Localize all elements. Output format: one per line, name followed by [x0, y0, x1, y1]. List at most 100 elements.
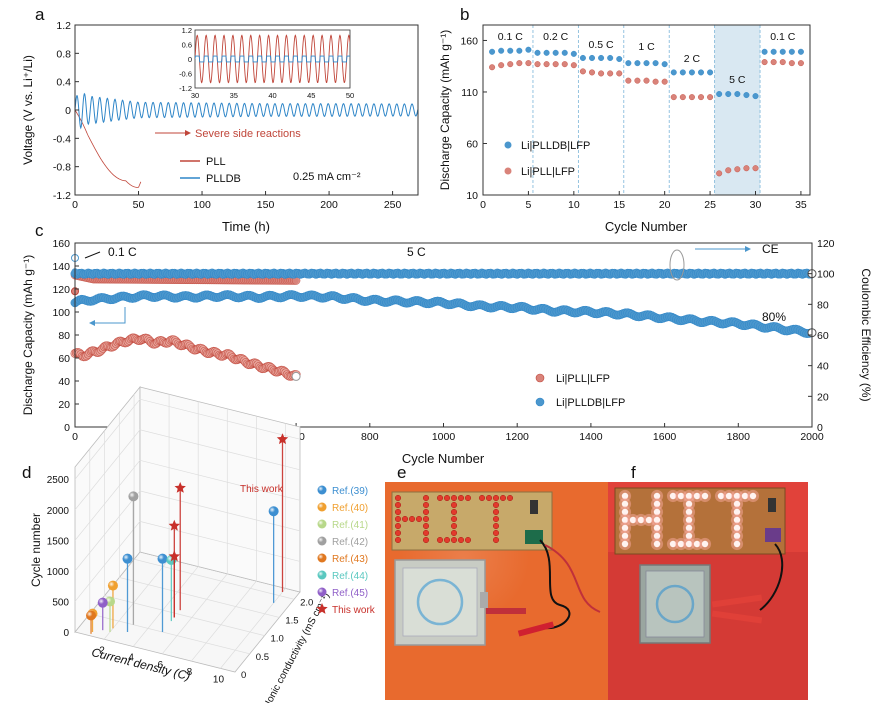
pll-rate-point — [716, 170, 723, 177]
chart-a-ytick-label: 0.4 — [56, 77, 71, 89]
photo-e-logo — [416, 578, 464, 626]
chart-b-ytick-label: 10 — [466, 190, 478, 202]
pll-rate-point — [670, 94, 677, 101]
legend-c-pll: Li|PLL|LFP — [556, 373, 610, 385]
inset-xtick-label: 40 — [268, 91, 276, 100]
chart-a-ytick-label: -0.8 — [53, 162, 71, 174]
photo-f — [608, 482, 808, 700]
chart-c-xtick-label: 2000 — [800, 431, 824, 443]
led-on — [653, 508, 661, 516]
panel-label-e: e — [397, 463, 406, 482]
led-off — [408, 515, 416, 523]
led-on — [685, 516, 693, 524]
led-off — [443, 494, 451, 502]
chart-c-ylabel-right: Coulombic Efficiency (%) — [859, 268, 873, 401]
chart-b-rate-dividers — [532, 25, 761, 195]
led-off — [443, 536, 451, 544]
chart-c: 0200400600800100012001400160018002000020… — [21, 238, 873, 466]
chart-b-ytick-label: 160 — [460, 35, 478, 47]
plldb-rate-point — [652, 60, 659, 67]
plldb-rate-point — [607, 54, 614, 61]
led-off — [485, 494, 493, 502]
rate-label: 0.2 C — [543, 31, 569, 43]
chart-c-xlabel: Cycle Number — [402, 451, 485, 466]
pll-rate-point — [525, 60, 532, 67]
pll-rate-point — [743, 165, 750, 172]
plldb-rate-point — [616, 56, 623, 63]
led-on — [733, 500, 741, 508]
plldb-rate-point — [507, 47, 514, 54]
chart-b-ticks: 0 5 10 15 20 25 30 35 10 60 110 160 — [460, 35, 806, 211]
led-off — [422, 536, 430, 544]
chart-d-gridline — [74, 429, 301, 510]
pll-rate-point — [770, 59, 777, 66]
led-on — [621, 540, 629, 548]
led-on — [685, 508, 693, 516]
this-work-star — [276, 433, 289, 445]
chart-b-ylabel: Discharge Capacity (mAh g⁻¹) — [438, 30, 452, 190]
chart-c-ytick-label: 40 — [58, 376, 70, 388]
plldb-rate-point — [788, 48, 795, 55]
pll-rate-point — [598, 70, 605, 77]
pll-rate-point — [543, 61, 550, 68]
chart-a-xtick-label: 150 — [257, 199, 275, 211]
plldb-rate-point — [716, 91, 723, 98]
chart-d-gridline — [104, 430, 265, 636]
pll-rate-point — [625, 77, 632, 84]
chart-b: 0 5 10 15 20 25 30 35 10 60 110 160 0.1 C 0.2 C 0.5 C… — [438, 24, 811, 234]
legend-d-sphere-highlight — [317, 570, 327, 580]
led-on — [685, 540, 693, 548]
panel-label-d: d — [22, 463, 31, 482]
chart-b-ytick-label: 110 — [461, 87, 478, 99]
panel-label-b: b — [460, 5, 469, 24]
chart-d-ytick-label: 2000 — [47, 506, 70, 517]
photo-f-logo — [655, 584, 695, 624]
led-on — [621, 516, 629, 524]
led-on — [653, 532, 661, 540]
chart-d-legend: Ref.(39) Ref.(40) Ref.(41) Ref.(42) Ref.(43)… — [316, 485, 376, 616]
led-on — [733, 532, 741, 540]
led-off — [422, 508, 430, 516]
plldb-rate-point — [761, 48, 768, 55]
chart-d-ytick-label: 1000 — [47, 567, 70, 578]
chart-d-xtick-label: 4 — [128, 653, 134, 664]
legend-c-pll-swatch — [535, 373, 545, 383]
led-on — [669, 540, 677, 548]
chart-a: 0 50 100 150 200 250 -1.2 -0.8 -0.4 0 0.4 0.8 1.2 Ti… — [21, 20, 419, 234]
chart-b-xtick-label: 20 — [659, 199, 671, 211]
led-off — [464, 494, 472, 502]
chart-a-xtick-label: 250 — [384, 199, 402, 211]
rate-label: 1 C — [638, 41, 655, 53]
photo-f-clip-red-2 — [711, 610, 763, 624]
led-on — [733, 540, 741, 548]
legend-d-label: Ref.(45) — [332, 588, 368, 599]
plldb-rate-point — [579, 54, 586, 61]
chart-d-gridline — [74, 398, 301, 480]
led-on — [733, 524, 741, 532]
chart-c-ylabel: Discharge Capacity (mAh g⁻¹) — [21, 255, 35, 415]
pll-rate-point — [589, 69, 596, 76]
led-off — [492, 529, 500, 537]
led-on — [685, 500, 693, 508]
ce-ellipse — [669, 249, 685, 281]
photo-e-terminal — [525, 530, 543, 544]
reference-sphere-highlight — [268, 506, 279, 517]
plldb-rate-point — [670, 69, 677, 76]
rate-label: 0.1 C — [770, 31, 796, 43]
led-off — [492, 522, 500, 530]
led-off — [506, 494, 514, 502]
chart-c-ytick-label: 160 — [52, 238, 70, 250]
panel-label-f: f — [631, 463, 636, 482]
chart-d-gridline — [74, 490, 301, 572]
pll-rate-point — [734, 166, 741, 173]
chart-d-gridline — [74, 521, 301, 602]
plldb-rate-point — [725, 91, 732, 98]
chart-c-xtick-label: 0 — [72, 431, 78, 443]
chart-d-gridline — [132, 401, 199, 647]
led-off — [457, 536, 465, 544]
chart-b-xtick-label: 10 — [568, 199, 580, 211]
chart-d-ztick-label: 1.0 — [271, 634, 284, 645]
led-off — [422, 501, 430, 509]
